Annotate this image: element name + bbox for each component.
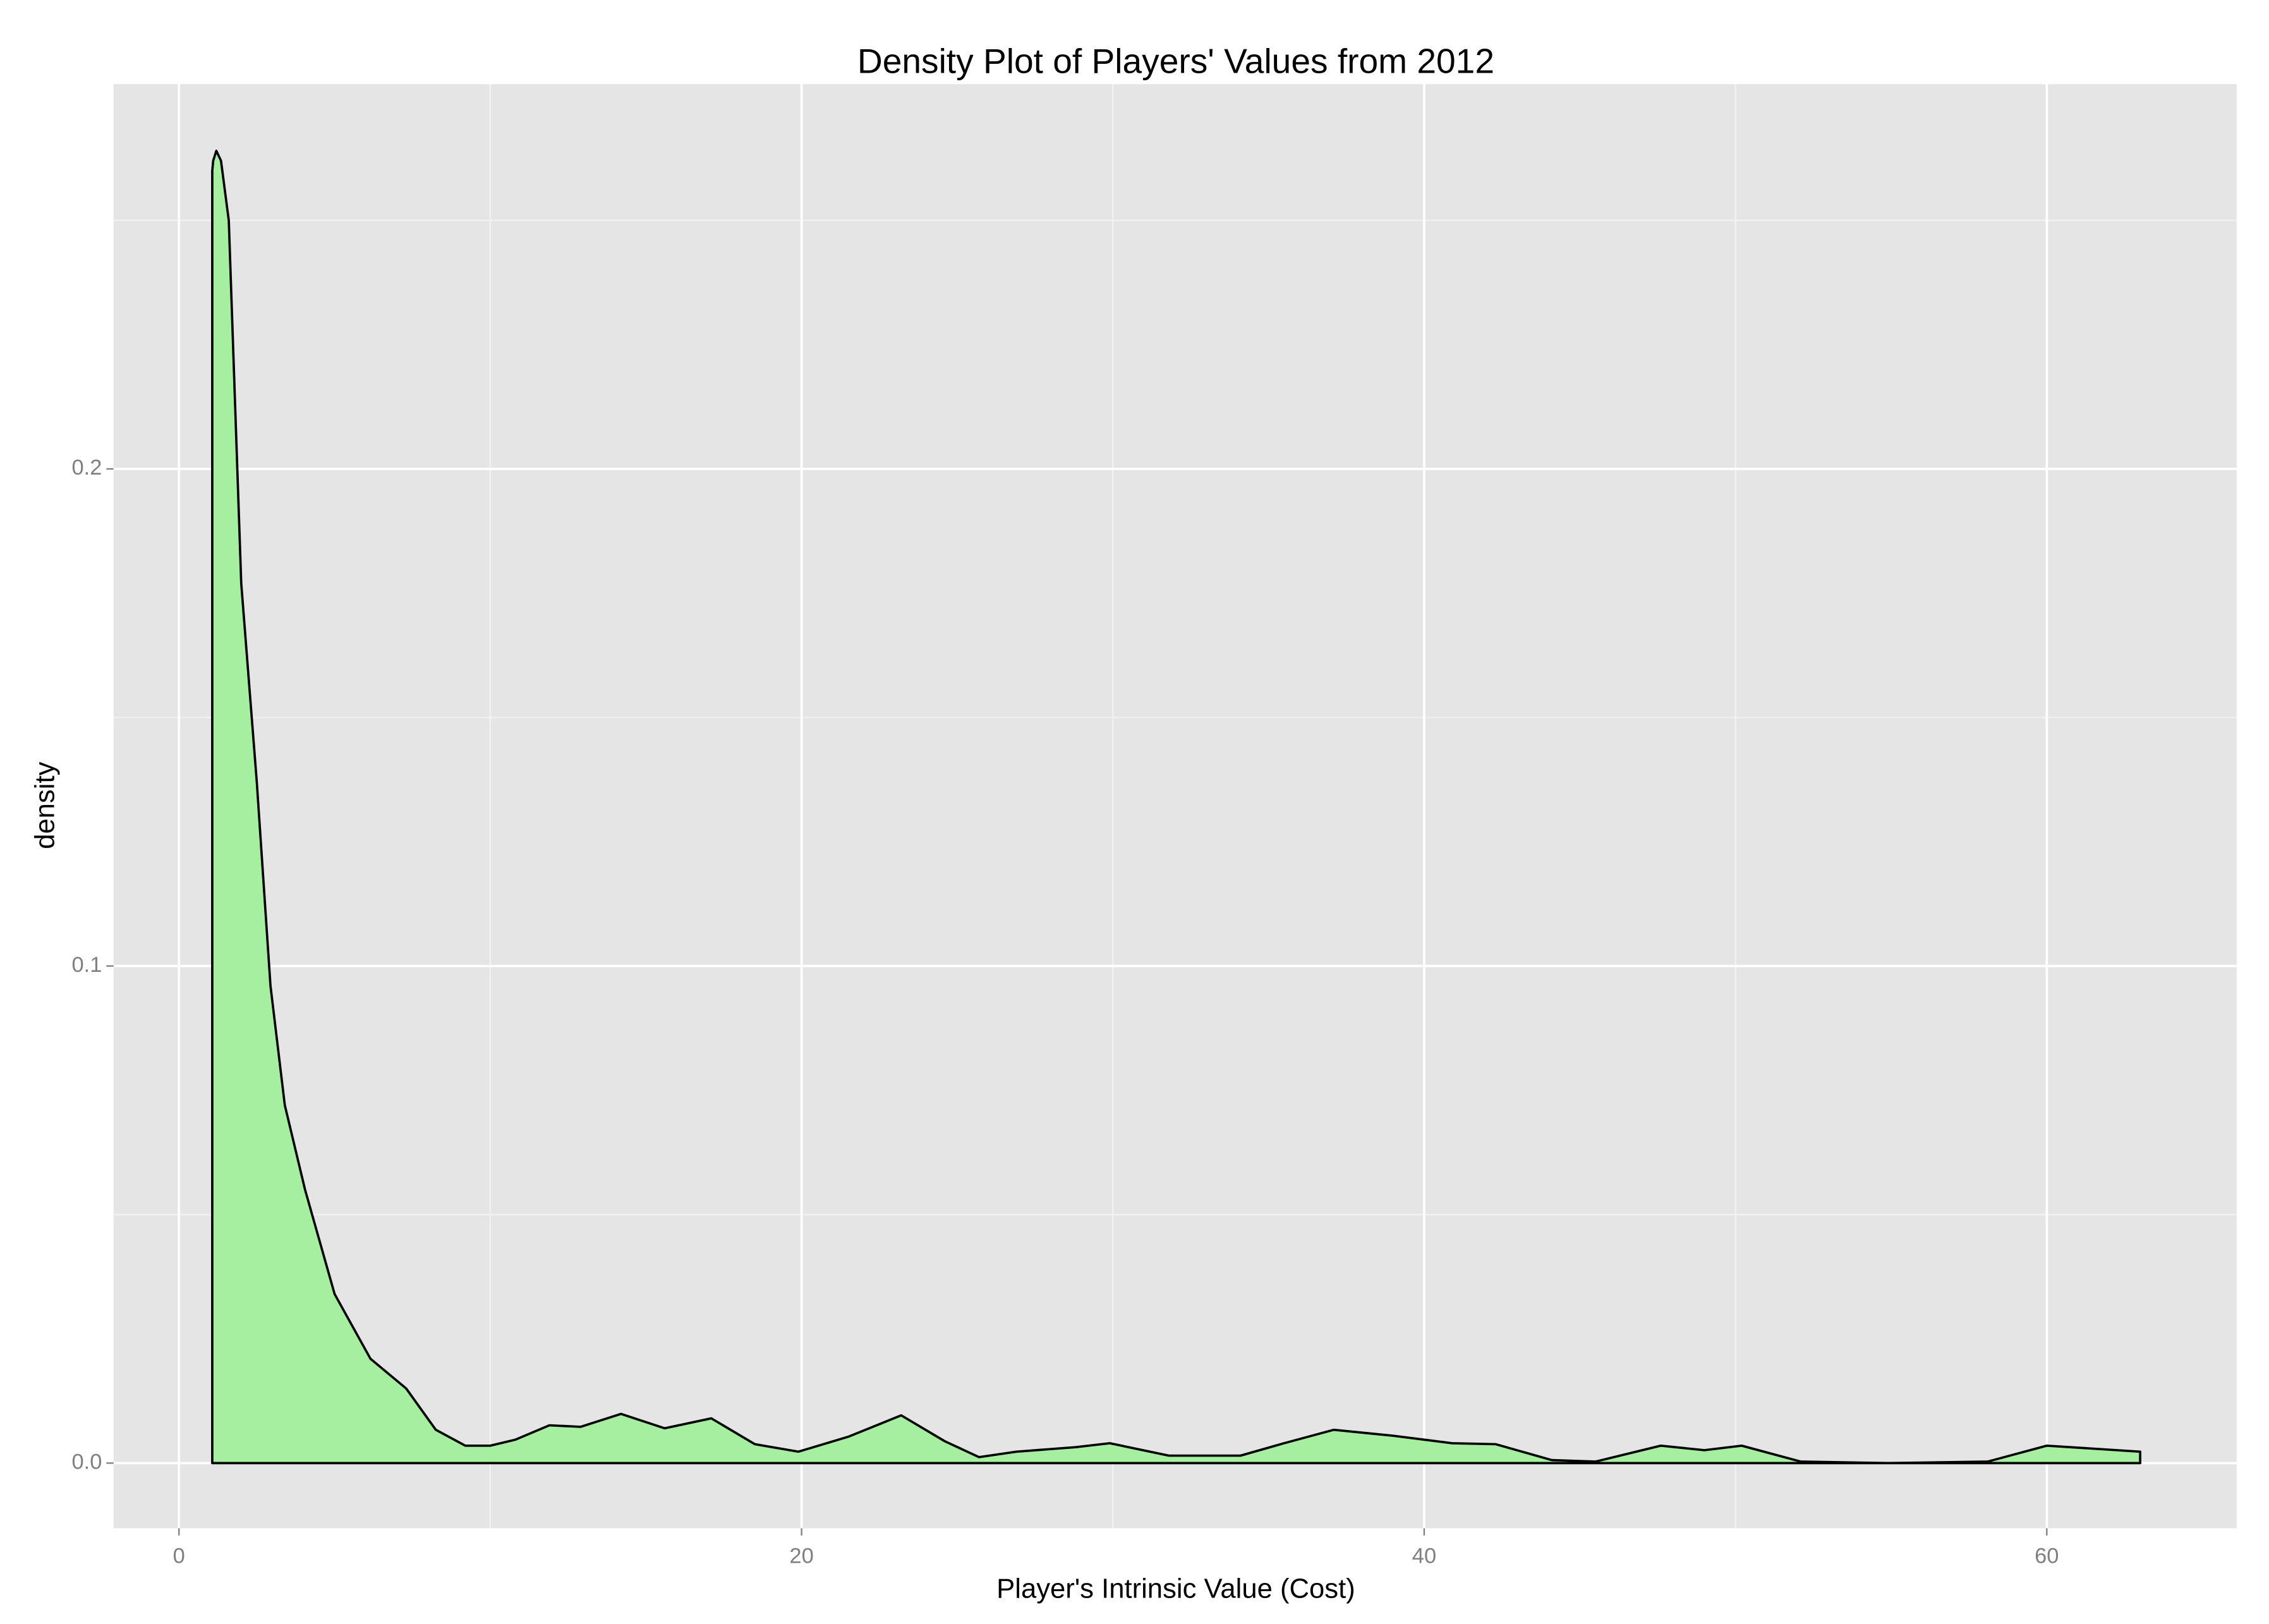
y-axis-label: density: [30, 761, 61, 849]
y-tick-label: 0.1: [72, 953, 102, 977]
x-tick-label: 60: [2035, 1544, 2059, 1568]
x-tick-label: 40: [1412, 1544, 1436, 1568]
plot-panel: [113, 84, 2237, 1529]
chart-title: Density Plot of Players' Values from 201…: [857, 42, 1494, 81]
x-tick-label: 0: [173, 1544, 185, 1568]
density-area: [211, 149, 2141, 1465]
y-tick-label: 0.0: [72, 1450, 102, 1474]
x-axis-label: Player's Intrinsic Value (Cost): [996, 1574, 1355, 1604]
x-tick-label: 20: [789, 1544, 813, 1568]
y-tick-label: 0.2: [72, 456, 102, 480]
